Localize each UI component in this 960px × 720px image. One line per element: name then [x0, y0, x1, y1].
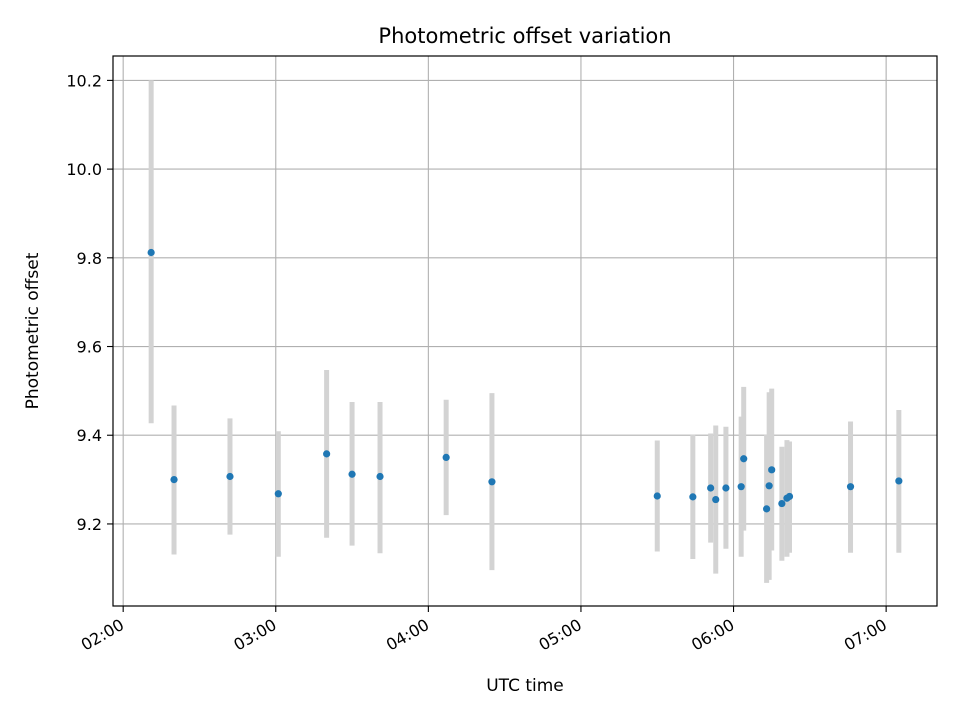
- data-point: [778, 499, 786, 508]
- data-point: [785, 492, 794, 501]
- data-point: [846, 483, 855, 491]
- plot-frame: [112, 55, 938, 607]
- data-point: [689, 493, 697, 501]
- data-point: [442, 453, 450, 462]
- data-point: [170, 475, 178, 484]
- y-tick-label: 9.6: [77, 338, 102, 357]
- data-point: [226, 472, 234, 481]
- data-point: [895, 477, 903, 485]
- data-point: [488, 478, 496, 486]
- data-point: [274, 490, 282, 498]
- grid-lines: [113, 56, 937, 606]
- data-point: [740, 455, 748, 463]
- data-point: [737, 483, 745, 491]
- data-point: [323, 450, 331, 458]
- data-point: [712, 495, 720, 504]
- y-axis-label: Photometric offset: [23, 252, 43, 409]
- y-tick-label: 9.2: [77, 515, 102, 534]
- x-axis-label: UTC time: [486, 676, 564, 696]
- data-point: [722, 484, 730, 492]
- data-point: [763, 505, 771, 513]
- data-point: [348, 470, 356, 478]
- data-point: [765, 482, 773, 490]
- y-tick-label: 9.4: [77, 426, 102, 445]
- chart-title: Photometric offset variation: [378, 24, 671, 48]
- data-point: [376, 472, 384, 481]
- data-point: [707, 484, 715, 492]
- y-tick-label: 9.8: [77, 249, 102, 268]
- data-points: [147, 248, 903, 513]
- data-point: [147, 248, 155, 257]
- data-point: [768, 466, 776, 474]
- y-tick-label: 10.0: [66, 160, 102, 179]
- y-axis-ticks: 9.2 9.4 9.6 9.8 10.0 10.2: [66, 71, 113, 534]
- y-tick-label: 10.2: [66, 71, 102, 90]
- data-point: [653, 492, 661, 500]
